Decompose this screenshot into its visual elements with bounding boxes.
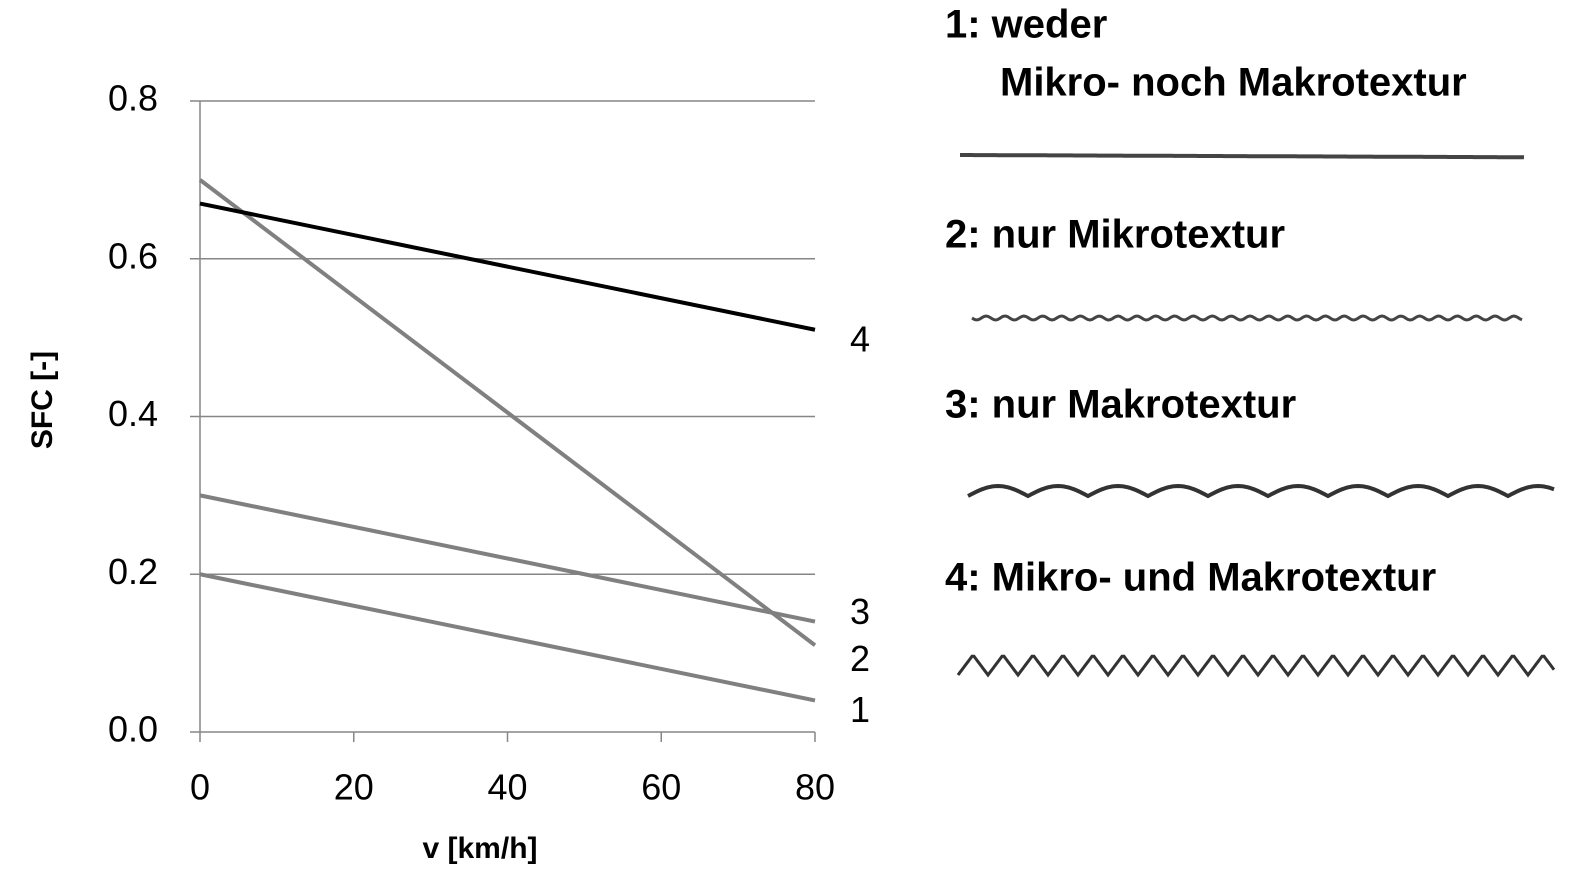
texture-profile bbox=[958, 656, 1554, 675]
series-line bbox=[200, 495, 815, 621]
series-label: 3 bbox=[850, 591, 870, 632]
texture-label: 1: weder bbox=[945, 3, 1107, 47]
x-tick-label: 0 bbox=[190, 767, 210, 808]
y-tick-label: 0.0 bbox=[108, 709, 158, 750]
x-tick-label: 60 bbox=[641, 767, 681, 808]
x-tick-label: 80 bbox=[795, 767, 835, 808]
series-line bbox=[200, 204, 815, 330]
texture-label: 4: Mikro- und Makrotextur bbox=[945, 556, 1436, 600]
y-tick-label: 0.6 bbox=[108, 235, 158, 276]
chart: SFC [-] v [km/h] 0.0 0.2 0.4 0.6 0.8 0 20 40 60 8… bbox=[0, 0, 1585, 877]
y-tick-label: 0.2 bbox=[108, 551, 158, 592]
y-axis-label: SFC [-] bbox=[26, 351, 59, 449]
series-line bbox=[200, 180, 815, 645]
texture-label: Mikro- noch Makrotextur bbox=[1000, 61, 1467, 105]
series-label: 2 bbox=[850, 638, 870, 679]
series-label: 1 bbox=[850, 689, 870, 730]
texture-profile bbox=[972, 316, 1522, 320]
series-label: 4 bbox=[850, 318, 870, 359]
series-line bbox=[200, 574, 815, 700]
texture-profile bbox=[960, 155, 1524, 157]
texture-profile bbox=[968, 486, 1554, 496]
y-tick-label: 0.8 bbox=[108, 78, 158, 119]
x-tick-label: 20 bbox=[334, 767, 374, 808]
texture-label: 2: nur Mikrotextur bbox=[945, 213, 1285, 257]
x-axis-label: v [km/h] bbox=[422, 832, 537, 865]
texture-label: 3: nur Makrotextur bbox=[945, 383, 1296, 427]
y-tick-label: 0.4 bbox=[108, 393, 158, 434]
x-tick-label: 40 bbox=[487, 767, 527, 808]
